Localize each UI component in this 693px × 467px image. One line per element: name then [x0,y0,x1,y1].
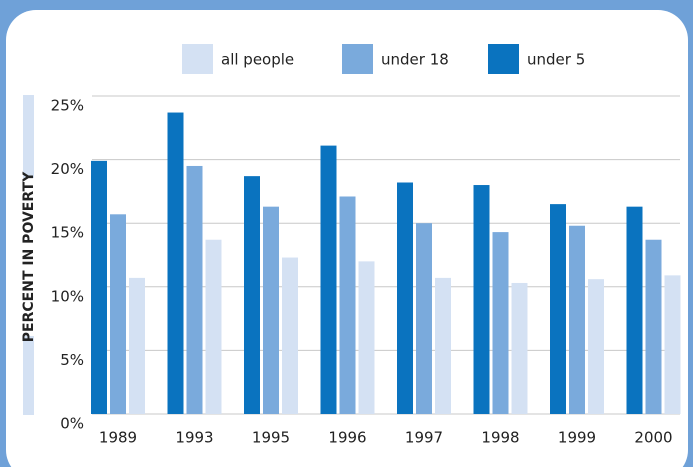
bar [110,214,126,414]
bar [167,112,184,414]
bar [569,225,585,414]
bar [339,196,356,414]
y-label-backdrop [20,178,37,336]
legend-swatch [488,44,519,74]
y-tick-label: 15% [51,224,84,242]
y-tick-label: 25% [51,97,84,115]
bar [320,145,337,414]
legend-label: all people [221,51,294,69]
bar [645,239,662,414]
x-tick-label: 1993 [175,429,213,447]
bar [129,277,145,414]
y-tick-label: 5% [60,351,84,369]
y-axis-label: PERCENT IN POVERTY [21,171,37,342]
bar [244,176,260,414]
bar [186,165,203,414]
bar [416,223,432,414]
bar [282,257,298,414]
bar [205,239,222,414]
bar [435,277,451,414]
bar [511,282,528,414]
bar [358,261,375,414]
bar [588,279,604,414]
legend-swatch [342,44,373,74]
legend-swatch [182,44,213,74]
legend-label: under 18 [381,51,449,69]
x-tick-label: 1989 [99,429,137,447]
x-tick-label: 1997 [405,429,443,447]
x-tick-label: 1998 [481,429,519,447]
bar [664,275,681,414]
bar [263,206,279,414]
y-tick-label: 0% [60,415,84,433]
x-tick-label: 1996 [328,429,366,447]
y-tick-label: 20% [51,160,84,178]
bar [550,204,566,414]
x-tick-label: 1995 [252,429,290,447]
bar [91,160,107,414]
bar [473,185,490,414]
bar [626,206,643,414]
legend-label: under 5 [527,51,585,69]
x-tick-label: 2000 [634,429,672,447]
bar [397,182,413,414]
bar [492,232,509,414]
x-tick-label: 1999 [558,429,596,447]
y-tick-label: 10% [51,287,84,305]
